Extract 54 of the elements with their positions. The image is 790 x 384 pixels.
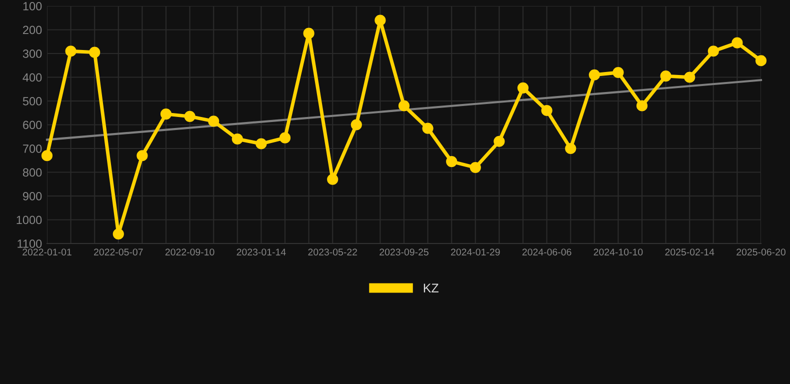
point xyxy=(684,72,696,83)
point xyxy=(398,100,410,112)
point xyxy=(565,142,576,154)
point xyxy=(327,174,338,185)
x-tick-label: 2024-06-06 xyxy=(522,248,572,256)
point xyxy=(136,150,148,162)
point xyxy=(732,37,743,48)
point xyxy=(184,110,196,122)
point xyxy=(41,150,53,162)
y-tick-label: 600 xyxy=(23,120,42,130)
point xyxy=(470,162,481,174)
x-tick-label: 2022-05-07 xyxy=(94,248,143,256)
x-tick-label: 2023-09-25 xyxy=(380,248,428,256)
x-tick-label: 2024-01-29 xyxy=(451,248,500,256)
point xyxy=(232,133,243,145)
point xyxy=(494,136,505,147)
point xyxy=(517,82,529,94)
point xyxy=(65,46,76,57)
y-tick-label: 1100 xyxy=(18,240,42,248)
x-tick-label: 2023-01-14 xyxy=(236,248,286,256)
point xyxy=(89,46,100,58)
point xyxy=(612,66,624,78)
legend-label: KZ xyxy=(424,284,438,292)
y-tick-label: 100 xyxy=(23,2,42,10)
point xyxy=(541,104,552,116)
point xyxy=(446,156,458,168)
x-tick-label: 2024-10-10 xyxy=(594,248,643,256)
x-tick-label: 2022-01-01 xyxy=(22,248,72,256)
y-tick-label: 200 xyxy=(23,26,42,34)
point xyxy=(279,132,291,144)
point xyxy=(588,69,600,80)
x-tick-label: 2023-05-22 xyxy=(308,248,357,256)
point xyxy=(303,28,314,39)
point xyxy=(708,46,719,57)
point xyxy=(422,122,434,134)
point xyxy=(660,70,672,82)
y-tick-label: 400 xyxy=(22,73,42,82)
x-tick-label: 2022-09-10 xyxy=(165,248,214,256)
point xyxy=(755,55,767,66)
y-tick-label: 900 xyxy=(22,192,42,200)
point xyxy=(112,228,124,240)
y-tick-label: 800 xyxy=(22,168,42,177)
x-tick-label: 2025-06-20 xyxy=(736,248,786,256)
y-tick-label: 1000 xyxy=(16,216,42,224)
y-tick-label: 500 xyxy=(22,97,42,106)
y-tick-label: 300 xyxy=(22,50,42,58)
point xyxy=(636,100,648,112)
point xyxy=(350,119,362,130)
point xyxy=(160,108,172,120)
point xyxy=(256,138,267,150)
point xyxy=(208,116,220,127)
x-tick-label: 2025-02-14 xyxy=(665,248,714,256)
point xyxy=(374,14,386,26)
y-tick-label: 700 xyxy=(23,144,42,153)
